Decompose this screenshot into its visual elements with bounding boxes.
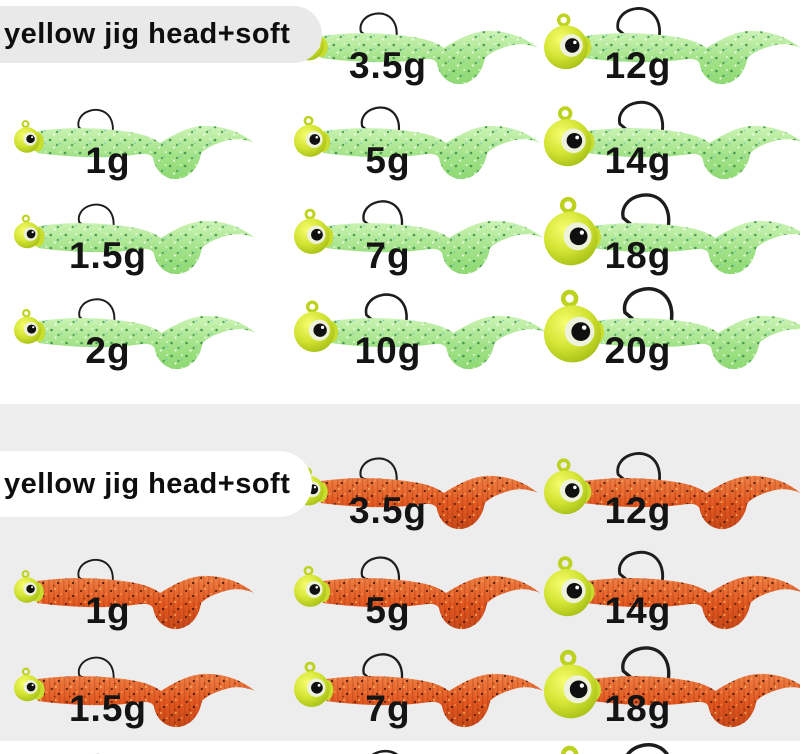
weight-label: 3.5g (348, 490, 428, 531)
section-green-title: yellow jig head+soft (4, 18, 291, 50)
weight-label: 14g (604, 140, 672, 181)
lure-item-green-12g: 12g (538, 3, 800, 99)
weight-label: 7g (365, 235, 411, 276)
lure-item-orange-12g: 12g (538, 448, 800, 544)
weight-label: 12g (604, 45, 672, 86)
lure-item-orange-3.5g: 3.5g (288, 448, 558, 544)
weight-label: 5g (365, 140, 411, 181)
weight-label: 3.5g (348, 45, 428, 86)
weight-label: 20g (604, 330, 672, 371)
bottom-strip (0, 741, 800, 754)
lure-item-partial (288, 744, 558, 754)
lure-item-partial (538, 743, 800, 754)
lure-item-green-7g: 7g (288, 193, 558, 289)
weight-label: 10g (354, 330, 422, 371)
lure-item-green-2g: 2g (8, 288, 278, 384)
lure-item-orange-1.5g: 1.5g (8, 646, 278, 742)
lure-item-green-5g: 5g (288, 98, 558, 194)
lure-item-orange-14g: 14g (538, 548, 800, 644)
lure-item-green-1.5g: 1.5g (8, 193, 278, 289)
weight-label: 1.5g (68, 688, 148, 729)
lure-item-orange-1g: 1g (8, 548, 278, 644)
weight-label: 14g (604, 590, 672, 631)
weight-label: 1.5g (68, 235, 148, 276)
lure-item-orange-5g: 5g (288, 548, 558, 644)
lure-item-green-1g: 1g (8, 98, 278, 194)
section-orange-title-pill: yellow jig head+soft (0, 451, 312, 517)
weight-label: 18g (604, 688, 672, 729)
lure-item-green-10g: 10g (288, 288, 558, 384)
weight-label: 1g (85, 590, 131, 631)
lure-item-green-18g: 18g (538, 193, 800, 289)
lure-item-green-20g: 20g (538, 287, 800, 384)
lure-item-orange-18g: 18g (538, 646, 800, 742)
weight-label: 5g (365, 590, 411, 631)
lure-item-green-3.5g: 3.5g (288, 3, 558, 99)
weight-label: 12g (604, 490, 672, 531)
lure-item-green-14g: 14g (538, 98, 800, 194)
weight-label: 2g (85, 330, 131, 371)
weight-label: 18g (604, 235, 672, 276)
lure-item-partial (8, 744, 278, 754)
weight-label: 1g (85, 140, 131, 181)
section-green-title-pill: yellow jig head+soft (0, 6, 322, 63)
lure-item-orange-7g: 7g (288, 646, 558, 742)
section-orange-title: yellow jig head+soft (4, 467, 291, 500)
weight-label: 7g (365, 688, 411, 729)
